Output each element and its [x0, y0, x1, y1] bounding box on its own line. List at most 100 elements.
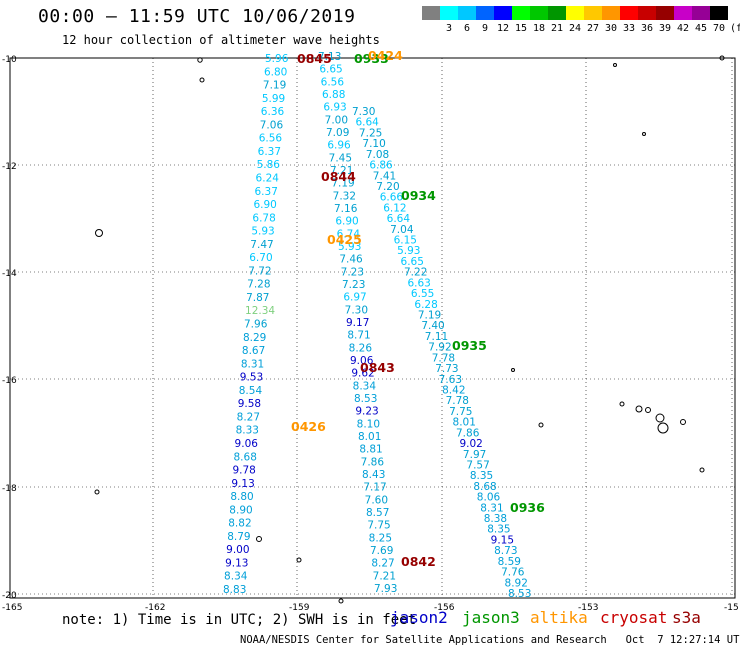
scale-swatch [656, 6, 674, 20]
track-value-right: 8.31 [480, 502, 503, 514]
scale-swatch [710, 6, 728, 20]
track-value-left-b: 6.56 [321, 76, 345, 88]
track-value-left-b: 8.57 [366, 507, 389, 519]
latitude-label: -20 [2, 591, 17, 601]
track-value-left-b: 6.97 [343, 292, 366, 304]
track-value-left-a: 5.93 [251, 226, 274, 238]
track-value-left-b: 7.75 [367, 520, 390, 532]
map-title: 00:00 – 11:59 UTC 10/06/2019 [38, 6, 356, 27]
longitude-label: -162 [145, 603, 165, 613]
satellite-legend-item: altika [530, 608, 588, 627]
track-value-right: 7.19 [418, 310, 441, 322]
latitude-label: -10 [2, 55, 17, 65]
track-value-left-a: 8.34 [224, 571, 248, 583]
note-text: note: 1) Time is in UTC; 2) SWH is in fe… [62, 612, 417, 628]
scale-label: 45 [694, 23, 708, 34]
island-outline [642, 132, 646, 136]
track-value-right: 8.01 [453, 417, 476, 429]
track-value-left-a: 6.24 [256, 172, 280, 184]
track-value-left-b: 9.06 [350, 355, 374, 367]
track-value-left-b: 7.13 [318, 51, 341, 63]
island-outline [613, 63, 617, 67]
island-outline [680, 419, 686, 425]
scale-swatch [620, 6, 638, 20]
pass-time-label: 0842 [401, 554, 436, 569]
track-value-right: 6.15 [394, 235, 417, 247]
scale-label: 36 [640, 23, 654, 34]
track-value-left-a: 8.68 [234, 451, 257, 463]
track-value-left-b: 8.53 [354, 393, 377, 405]
satellite-legend-item: jason3 [462, 608, 520, 627]
track-value-left-a: 9.53 [240, 372, 263, 384]
scale-swatch [458, 6, 476, 20]
track-value-left-b: 7.60 [365, 494, 388, 506]
scale-swatch [638, 6, 656, 20]
pass-time-label: 0843 [360, 360, 395, 375]
track-value-left-b: 8.26 [349, 342, 373, 354]
track-value-left-b: 8.10 [357, 418, 380, 430]
island-outline [338, 598, 344, 604]
track-value-right: 6.65 [401, 256, 424, 268]
pass-time-label: 0845 [297, 51, 332, 66]
track-value-right: 9.15 [491, 534, 514, 546]
scale-label: 27 [586, 23, 600, 34]
satellite-legend-item: jason2 [390, 608, 448, 627]
track-value-left-a: 7.28 [247, 279, 270, 291]
track-value-left-a: 6.37 [258, 146, 281, 158]
track-value-right: 8.59 [498, 556, 521, 568]
pass-time-label: 0426 [291, 419, 326, 434]
scale-swatch [530, 6, 548, 20]
scale-label: 12 [496, 23, 510, 34]
scale-label: 21 [550, 23, 564, 34]
track-value-right: 7.08 [366, 149, 389, 161]
island-outline [619, 401, 625, 407]
track-value-left-b: 7.17 [363, 482, 386, 494]
island-outline [655, 413, 665, 423]
scale-swatch [584, 6, 602, 20]
track-value-left-b: 7.21 [330, 165, 353, 177]
track-value-left-a: 5.96 [265, 53, 289, 65]
track-value-right: 7.04 [390, 224, 414, 236]
island-outline [538, 422, 544, 428]
track-value-left-b: 8.34 [353, 380, 377, 392]
island-outline [635, 405, 643, 413]
scale-swatch [674, 6, 692, 20]
island-outline [699, 467, 705, 473]
pass-time-label: 0424 [368, 48, 403, 63]
track-value-left-a: 8.79 [227, 531, 250, 543]
track-value-right: 7.75 [449, 406, 472, 418]
track-value-right: 8.92 [505, 577, 528, 589]
scale-swatch [422, 6, 440, 20]
track-value-left-b: 8.01 [358, 431, 381, 443]
track-value-right: 8.38 [484, 513, 507, 525]
pass-time-label: 0933 [354, 51, 389, 66]
track-value-right: 6.66 [380, 192, 404, 204]
track-value-right: 6.86 [369, 160, 393, 172]
track-value-right: 7.22 [404, 267, 427, 279]
latitude-label: -16 [2, 376, 17, 386]
track-value-right: 7.10 [362, 138, 385, 150]
scale-label: 15 [514, 23, 528, 34]
track-value-left-a: 8.67 [242, 345, 265, 357]
track-value-left-b: 7.93 [374, 583, 397, 595]
pass-time-label: 0934 [401, 188, 436, 203]
track-value-left-a: 8.29 [243, 332, 266, 344]
track-value-right: 7.86 [456, 427, 480, 439]
track-value-left-a: 6.90 [253, 199, 276, 211]
pass-time-label: 0935 [452, 338, 487, 353]
scale-label: 42 [676, 23, 690, 34]
track-value-right: 7.78 [446, 395, 469, 407]
track-value-left-a: 6.80 [264, 66, 287, 78]
track-value-left-b: 7.16 [334, 203, 358, 215]
island-outline [199, 77, 205, 83]
longitude-label: -15 [724, 603, 739, 613]
scale-swatch [494, 6, 512, 20]
track-value-left-b: 9.23 [355, 406, 378, 418]
island-outline [511, 368, 515, 372]
track-value-left-a: 6.56 [259, 133, 283, 145]
track-value-left-a: 8.54 [239, 385, 263, 397]
track-value-left-a: 9.00 [226, 544, 249, 556]
track-value-left-b: 7.09 [326, 127, 349, 139]
track-value-left-b: 7.21 [373, 570, 396, 582]
scale-unit-label: (ft) [730, 23, 740, 34]
